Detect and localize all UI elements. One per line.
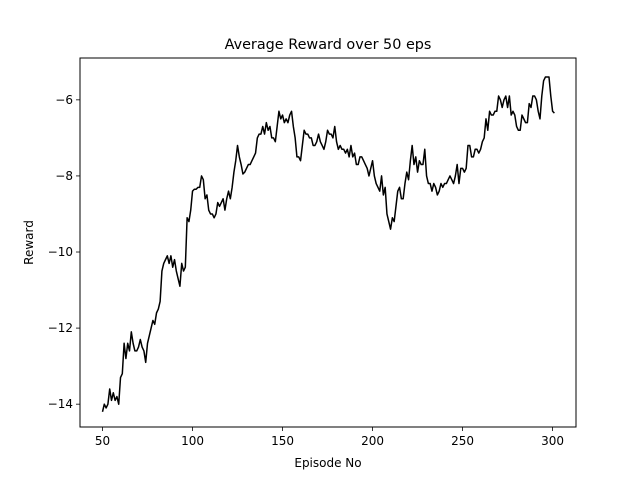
x-tick-label: 300 xyxy=(541,434,564,448)
series-line-0 xyxy=(101,76,555,412)
plot-area xyxy=(101,76,555,412)
y-tick-label: −12 xyxy=(48,321,73,335)
x-tick-label: 50 xyxy=(95,434,110,448)
x-tick-label: 100 xyxy=(181,434,204,448)
y-tick-label: −6 xyxy=(55,93,73,107)
axes-frame xyxy=(79,57,577,428)
y-tick-label: −8 xyxy=(55,169,73,183)
x-tick-label: 150 xyxy=(271,434,294,448)
y-tick-label: −14 xyxy=(48,397,73,411)
chart-title: Average Reward over 50 eps xyxy=(225,37,432,53)
x-axis-label: Episode No xyxy=(294,456,361,470)
x-axis: 50 100 150 200 250 300 xyxy=(95,427,564,448)
y-tick-label: −10 xyxy=(48,245,73,259)
y-axis-label: Reward xyxy=(22,220,36,265)
y-axis: −14 −12 −10 −8 −6 xyxy=(48,93,80,411)
x-tick-label: 200 xyxy=(361,434,384,448)
x-tick-label: 250 xyxy=(451,434,474,448)
